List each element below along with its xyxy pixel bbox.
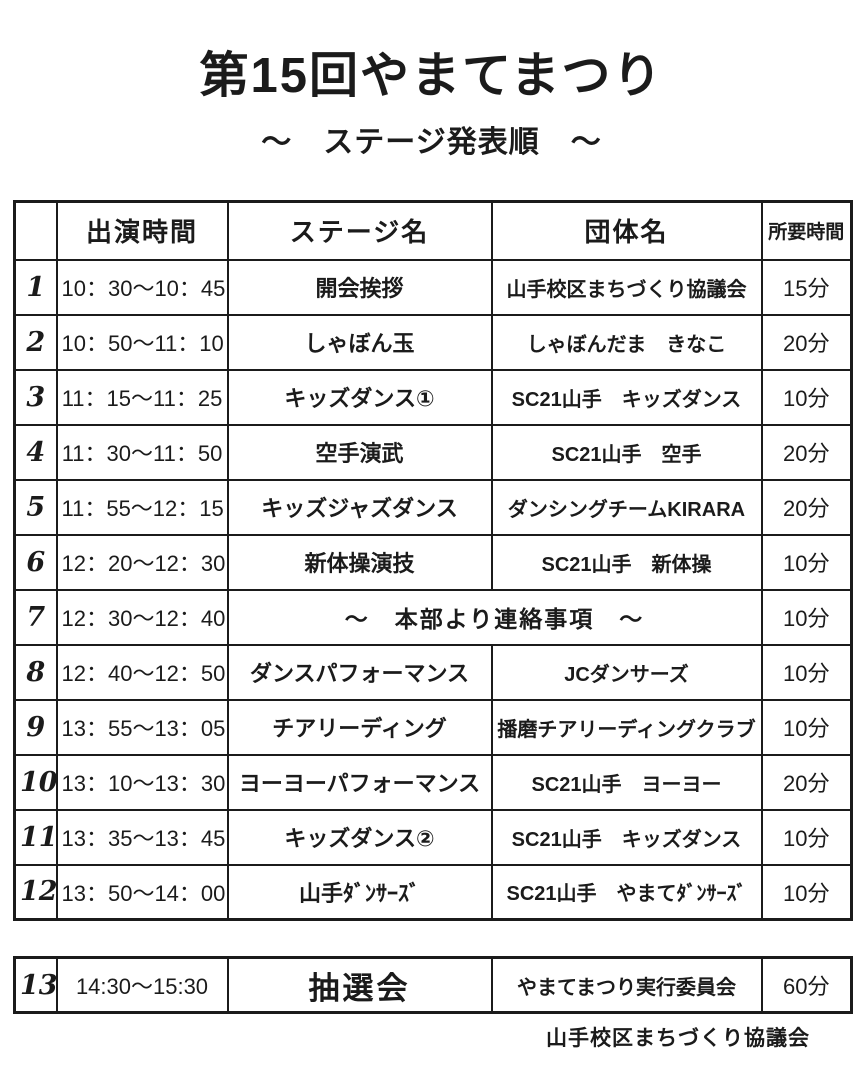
row-number: 3	[13, 368, 58, 426]
table-row: 11 13：35～13：45 キッズダンス② SC21山手 キッズダンス 10分	[13, 808, 853, 866]
row-time: 14:30～15:30	[55, 956, 229, 1014]
row-duration: 10分	[760, 808, 853, 866]
row-number: 13	[13, 956, 58, 1014]
row-group: SC21山手 ヨーヨー	[490, 753, 763, 811]
table-row: 3 11：15～11：25 キッズダンス① SC21山手 キッズダンス 10分	[13, 368, 853, 426]
row-group: しゃぼんだま きなこ	[490, 313, 763, 371]
row-stage: キッズジャズダンス	[226, 478, 493, 536]
row-group: SC21山手 キッズダンス	[490, 368, 763, 426]
row-number: 2	[13, 313, 58, 371]
row-stage: キッズダンス①	[226, 368, 493, 426]
row-stage: 山手ﾀﾞﾝｻｰｽﾞ	[226, 863, 493, 921]
row-group: ダンシングチームKIRARA	[490, 478, 763, 536]
row-duration: 10分	[760, 643, 853, 701]
row-group: やまてまつり実行委員会	[490, 956, 763, 1014]
row-duration: 60分	[760, 956, 853, 1014]
row-time: 10：50～11：10	[55, 313, 229, 371]
table-row-merged-note: 7 12：30～12：40 ～ 本部より連絡事項 ～ 10分	[13, 588, 853, 646]
table-row: 4 11：30～11：50 空手演武 SC21山手 空手 20分	[13, 423, 853, 481]
table-row: 6 12：20～12：30 新体操演技 SC21山手 新体操 10分	[13, 533, 853, 591]
row-merged-note: ～ 本部より連絡事項 ～	[226, 588, 763, 646]
header-group: 団体名	[490, 200, 763, 261]
row-number: 5	[13, 478, 58, 536]
table-row: 9 13：55～13：05 チアリーディング 播磨チアリーディングクラブ 10分	[13, 698, 853, 756]
table-row: 5 11：55～12：15 キッズジャズダンス ダンシングチームKIRARA 2…	[13, 478, 853, 536]
footer-organization: 山手校区まちづくり協議会	[546, 1027, 810, 1050]
row-duration: 15分	[760, 258, 853, 316]
header-row: 出演時間 ステージ名 団体名 所要時間	[13, 200, 853, 261]
row-group: SC21山手 新体操	[490, 533, 763, 591]
table-row: 2 10：50～11：10 しゃぼん玉 しゃぼんだま きなこ 20分	[13, 313, 853, 371]
row-time: 13：55～13：05	[55, 698, 229, 756]
row-group: 山手校区まちづくり協議会	[490, 258, 763, 316]
table-row: 1 10：30～10：45 開会挨拶 山手校区まちづくり協議会 15分	[13, 258, 853, 316]
row-duration: 20分	[760, 478, 853, 536]
row-stage: 開会挨拶	[226, 258, 493, 316]
table-row-final: 13 14:30～15:30 抽選会 やまてまつり実行委員会 60分	[13, 956, 853, 1014]
row-number: 6	[13, 533, 58, 591]
row-duration: 20分	[760, 423, 853, 481]
row-time: 13：50～14：00	[55, 863, 229, 921]
row-number: 12	[13, 863, 58, 921]
row-stage: しゃぼん玉	[226, 313, 493, 371]
row-duration: 20分	[760, 313, 853, 371]
header-stage: ステージ名	[226, 200, 493, 261]
table-row: 12 13：50～14：00 山手ﾀﾞﾝｻｰｽﾞ SC21山手 やまてﾀﾞﾝｻｰ…	[13, 863, 853, 921]
page-title: 第15回やまてまつり	[199, 49, 664, 103]
row-time: 11：15～11：25	[55, 368, 229, 426]
row-time: 11：30～11：50	[55, 423, 229, 481]
row-stage: ヨーヨーパフォーマンス	[226, 753, 493, 811]
row-number: 4	[13, 423, 58, 481]
row-stage: 空手演武	[226, 423, 493, 481]
row-time: 12：30～12：40	[55, 588, 229, 646]
row-time: 13：35～13：45	[55, 808, 229, 866]
row-group: SC21山手 空手	[490, 423, 763, 481]
row-number: 10	[13, 753, 58, 811]
row-duration: 10分	[760, 533, 853, 591]
final-row-table: 13 14:30～15:30 抽選会 やまてまつり実行委員会 60分	[13, 956, 853, 1014]
row-stage: ダンスパフォーマンス	[226, 643, 493, 701]
row-duration: 20分	[760, 753, 853, 811]
row-stage: キッズダンス②	[226, 808, 493, 866]
page-subtitle: ～ ステージ発表順 ～	[261, 126, 602, 159]
row-duration: 10分	[760, 588, 853, 646]
row-time: 11：55～12：15	[55, 478, 229, 536]
row-group: JCダンサーズ	[490, 643, 763, 701]
row-time: 13：10～13：30	[55, 753, 229, 811]
row-time: 12：40～12：50	[55, 643, 229, 701]
row-time: 10：30～10：45	[55, 258, 229, 316]
row-group: SC21山手 キッズダンス	[490, 808, 763, 866]
row-stage: チアリーディング	[226, 698, 493, 756]
row-duration: 10分	[760, 863, 853, 921]
table-row: 8 12：40～12：50 ダンスパフォーマンス JCダンサーズ 10分	[13, 643, 853, 701]
row-time: 12：20～12：30	[55, 533, 229, 591]
schedule-table: 出演時間 ステージ名 団体名 所要時間 1 10：30～10：45 開会挨拶 山…	[13, 200, 853, 921]
row-number: 1	[13, 258, 58, 316]
table-row: 10 13：10～13：30 ヨーヨーパフォーマンス SC21山手 ヨーヨー 2…	[13, 753, 853, 811]
row-stage: 抽選会	[226, 956, 493, 1014]
row-group: 播磨チアリーディングクラブ	[490, 698, 763, 756]
row-group: SC21山手 やまてﾀﾞﾝｻｰｽﾞ	[490, 863, 763, 921]
header-duration: 所要時間	[760, 200, 853, 261]
row-stage: 新体操演技	[226, 533, 493, 591]
row-duration: 10分	[760, 698, 853, 756]
row-number: 7	[13, 588, 58, 646]
row-number: 8	[13, 643, 58, 701]
row-number: 11	[13, 808, 58, 866]
row-number: 9	[13, 698, 58, 756]
header-time: 出演時間	[55, 200, 229, 261]
header-no	[13, 200, 58, 261]
row-duration: 10分	[760, 368, 853, 426]
